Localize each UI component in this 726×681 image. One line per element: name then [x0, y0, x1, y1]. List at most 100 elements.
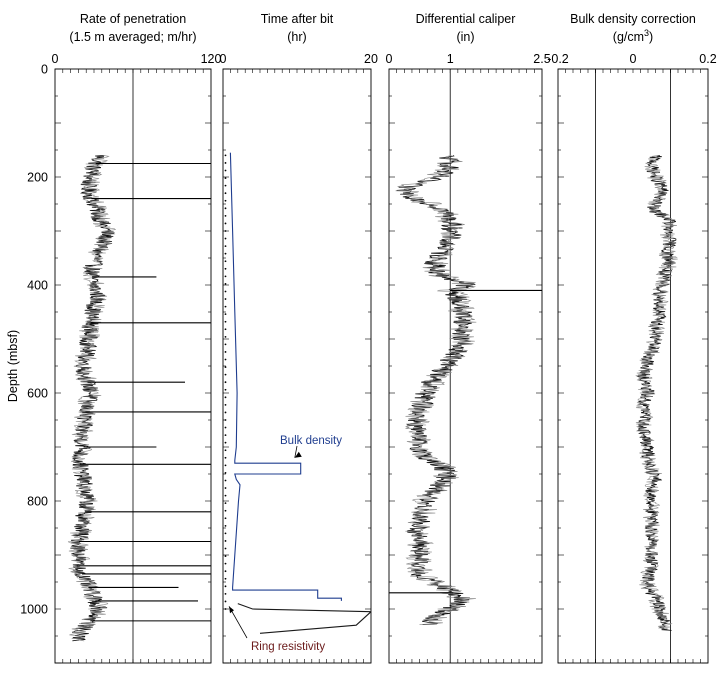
depth-marker-dot [224, 464, 227, 467]
depth-marker-dot [224, 441, 227, 444]
depth-marker-dot [224, 260, 227, 263]
depth-marker-dot [224, 411, 227, 414]
panel-units: (hr) [287, 30, 306, 44]
x-tick-label: -0.2 [547, 52, 569, 66]
panel-title: Differential caliper [416, 12, 516, 26]
depth-marker-dot [224, 192, 227, 195]
panel-title: Bulk density correction [570, 12, 696, 26]
depth-marker-dot [224, 298, 227, 300]
panel-title: Rate of penetration [80, 12, 186, 26]
y-tick-label: 400 [27, 279, 48, 293]
depth-marker-dot [224, 577, 227, 580]
log-trace-raw [67, 155, 117, 642]
depth-marker-dot [224, 502, 227, 505]
x-tick-label: 0 [220, 52, 227, 66]
y-tick-label: 800 [27, 495, 48, 509]
depth-marker-dot [224, 290, 227, 293]
depth-marker-dot [224, 169, 227, 172]
x-tick-label: 0 [386, 52, 393, 66]
depth-marker-dot [224, 562, 227, 565]
depth-marker-dot [224, 592, 227, 595]
depth-marker-dot [224, 434, 227, 437]
depth-marker-dot [224, 494, 227, 497]
depth-marker-dot [224, 214, 227, 217]
depth-marker-dot [224, 252, 227, 255]
plot-area [224, 152, 371, 634]
depth-marker-dot [224, 479, 227, 482]
log-trace-raw [635, 155, 678, 630]
depth-marker-dot [224, 532, 227, 535]
annotation-arrowhead [294, 451, 302, 458]
depth-marker-dot [224, 600, 227, 603]
y-tick-label: 200 [27, 171, 48, 185]
depth-marker-dot [224, 199, 227, 202]
annotation-arrow [294, 445, 298, 458]
depth-marker-dot [224, 524, 227, 527]
depth-marker-dot [224, 154, 227, 157]
depth-marker-dot [224, 351, 227, 353]
depth-marker-dot [224, 540, 227, 542]
x-tick-label: 1 [447, 52, 454, 66]
x-tick-label: 20 [364, 52, 378, 66]
depth-marker-dot [224, 396, 227, 399]
panel-units: (1.5 m averaged; m/hr) [69, 30, 196, 44]
depth-marker-dot [224, 275, 227, 278]
x-tick-label: 120 [201, 52, 222, 66]
depth-marker-dot [224, 267, 227, 270]
depth-marker-dot [224, 305, 227, 308]
panel-title: Time after bit [261, 12, 334, 26]
plot-area [389, 155, 542, 625]
depth-marker-dot [224, 320, 227, 323]
depth-marker-dot [224, 162, 227, 164]
depth-marker-dot [224, 381, 227, 384]
panel-3: Differential caliper (in) 0 1 2.5 [386, 12, 551, 664]
annotation-ring-resistivity: Ring resistivity [251, 641, 325, 653]
depth-marker-dot [224, 585, 227, 588]
depth-marker-dot [224, 283, 227, 285]
depth-marker-dot [224, 388, 227, 391]
depth-marker-dot [224, 509, 227, 512]
depth-marker-dot [224, 547, 227, 550]
depth-marker-dot [224, 517, 227, 520]
depth-marker-dot [224, 426, 227, 429]
log-trace [70, 155, 115, 642]
depth-marker-dot [224, 335, 227, 338]
x-tick-label: 0 [52, 52, 59, 66]
depth-marker-dot [224, 570, 227, 573]
depth-marker-dot [224, 373, 227, 376]
depth-marker-dot [224, 487, 227, 489]
depth-marker-dot [224, 419, 227, 421]
depth-marker-dot [224, 328, 227, 331]
log-trace-raw [395, 155, 477, 625]
depth-marker-dot [224, 555, 227, 557]
plot-area [67, 155, 211, 642]
depth-marker-dot [224, 230, 227, 232]
depth-marker-dot [224, 449, 227, 452]
depth-marker-dot [224, 184, 227, 187]
depth-marker-dot [224, 608, 227, 610]
depth-marker-dot [224, 343, 227, 346]
panel-1: Rate of penetration (1.5 m averaged; m/hr… [6, 12, 222, 664]
x-tick-label: 2.5 [533, 52, 550, 66]
panel-units: (g/cm3) [613, 28, 653, 44]
series-bulk-density [229, 152, 342, 601]
depth-marker-dot [224, 222, 227, 225]
panel-4: Bulk density correction (g/cm3) -0.2 0 0.2 [547, 12, 717, 664]
depth-marker-dot [224, 245, 227, 248]
panel-units: (in) [456, 30, 474, 44]
series-ring-resistivity [237, 603, 371, 634]
depth-marker-dot [224, 313, 227, 316]
y-tick-label: 600 [27, 387, 48, 401]
y-axis-label: Depth (mbsf) [6, 330, 20, 402]
annotation-bulk-density: Bulk density [280, 435, 342, 447]
depth-marker-dot [224, 237, 227, 240]
y-tick-label: 1000 [20, 603, 48, 617]
panel-frame [222, 68, 372, 664]
panel-2: Time after bit (hr) 0 20 Bulk density Ring re… [220, 12, 378, 664]
depth-marker-dot [224, 177, 227, 179]
depth-marker-dot [224, 358, 227, 361]
depth-marker-dot [224, 472, 227, 474]
plot-area [635, 155, 678, 631]
depth-marker-dot [224, 366, 227, 368]
